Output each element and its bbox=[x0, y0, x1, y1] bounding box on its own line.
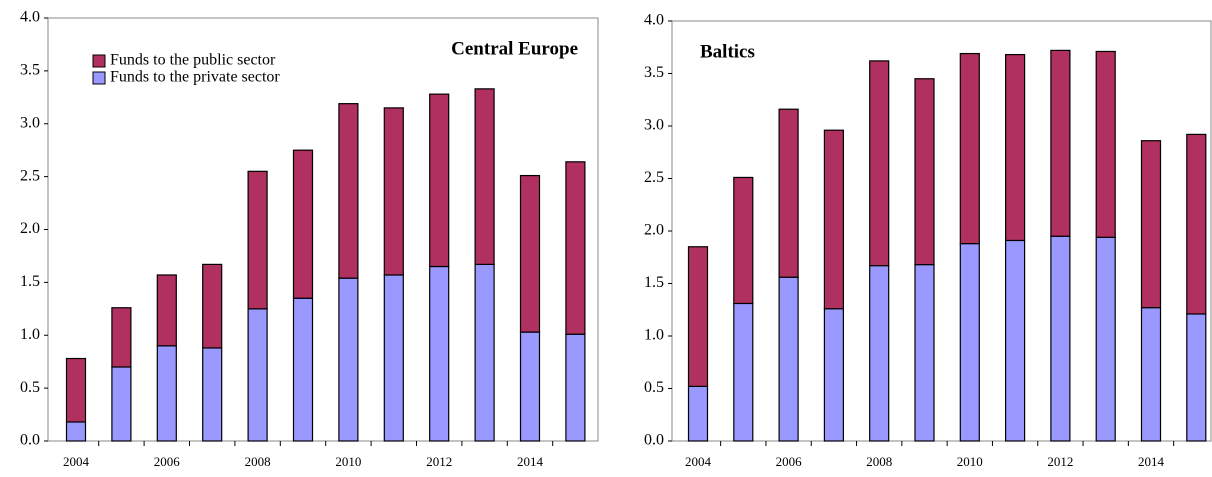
chart-title: Central Europe bbox=[451, 38, 578, 59]
bar-segment bbox=[1004, 239, 1026, 442]
bar-segment bbox=[1095, 236, 1116, 442]
legend-swatch bbox=[92, 54, 106, 68]
bar-segment bbox=[247, 170, 268, 310]
y-tick-label: 2.5 bbox=[644, 169, 664, 186]
bar-segment bbox=[1050, 235, 1071, 442]
bar-segment bbox=[869, 265, 890, 442]
x-tick-label: 2008 bbox=[866, 454, 892, 469]
legend-swatch bbox=[92, 71, 106, 85]
bar-segment bbox=[687, 385, 709, 442]
bar-segment bbox=[914, 264, 935, 442]
bar-segment bbox=[111, 366, 132, 442]
bar-segment bbox=[1050, 49, 1071, 237]
bar-segment bbox=[823, 308, 845, 442]
y-tick-label: 0.0 bbox=[20, 432, 40, 449]
legend-label: Funds to the public sector bbox=[110, 52, 276, 69]
bar-segment bbox=[823, 129, 845, 310]
bar-segment bbox=[474, 263, 495, 442]
x-tick-label: 2014 bbox=[1138, 454, 1165, 469]
bar-segment bbox=[338, 103, 359, 279]
bar-segment bbox=[1186, 133, 1207, 315]
bar-segment bbox=[429, 93, 450, 268]
y-tick-label: 2.0 bbox=[20, 220, 40, 237]
bar-segment bbox=[292, 149, 314, 299]
y-tick-label: 1.5 bbox=[644, 274, 664, 291]
y-tick-label: 3.5 bbox=[644, 64, 664, 81]
bar-segment bbox=[338, 277, 359, 442]
bar-segment bbox=[202, 263, 223, 349]
bar-segment bbox=[914, 78, 935, 266]
y-tick-label: 1.0 bbox=[20, 326, 40, 343]
bar-segment bbox=[1004, 53, 1026, 242]
bar-segment bbox=[519, 174, 541, 333]
y-tick-label: 4.0 bbox=[20, 9, 40, 26]
bar-segment bbox=[733, 302, 754, 442]
bar-segment bbox=[959, 52, 980, 245]
bar-segment bbox=[687, 246, 709, 387]
bar-segment bbox=[156, 274, 177, 347]
y-tick-label: 0.5 bbox=[644, 379, 664, 396]
x-tick-label: 2010 bbox=[957, 454, 983, 469]
x-tick-label: 2004 bbox=[685, 454, 712, 469]
bar-segment bbox=[383, 274, 404, 442]
bar-segment bbox=[565, 333, 586, 442]
bar-segment bbox=[519, 331, 541, 442]
bar-segment bbox=[1140, 307, 1162, 442]
y-tick-label: 4.0 bbox=[644, 12, 664, 29]
y-tick-label: 1.0 bbox=[644, 327, 664, 344]
y-tick-label: 2.5 bbox=[20, 167, 40, 184]
bar-segment bbox=[65, 421, 87, 442]
bar-segment bbox=[429, 265, 450, 442]
x-tick-label: 2008 bbox=[245, 454, 271, 469]
bar-segment bbox=[202, 347, 223, 442]
chart-title: Baltics bbox=[700, 41, 755, 62]
y-tick-label: 0.0 bbox=[644, 432, 664, 449]
bar-segment bbox=[247, 308, 268, 442]
bar-segment bbox=[111, 307, 132, 368]
bar-segment bbox=[156, 345, 177, 442]
bar-segment bbox=[65, 357, 87, 423]
y-tick-label: 2.0 bbox=[644, 222, 664, 239]
bar-segment bbox=[474, 88, 495, 265]
x-tick-label: 2006 bbox=[154, 454, 181, 469]
x-tick-label: 2012 bbox=[426, 454, 452, 469]
x-tick-label: 2012 bbox=[1047, 454, 1073, 469]
bar-segment bbox=[565, 161, 586, 335]
x-tick-label: 2004 bbox=[63, 454, 90, 469]
legend-label: Funds to the private sector bbox=[110, 69, 280, 86]
bar-segment bbox=[383, 107, 404, 276]
bar-segment bbox=[778, 108, 799, 278]
bar-segment bbox=[1186, 313, 1207, 442]
y-tick-label: 3.0 bbox=[20, 114, 40, 131]
x-tick-label: 2006 bbox=[776, 454, 803, 469]
bar-segment bbox=[959, 243, 980, 442]
bar-segment bbox=[733, 176, 754, 305]
y-tick-label: 3.0 bbox=[644, 117, 664, 134]
bar-segment bbox=[1140, 140, 1162, 309]
y-tick-label: 1.5 bbox=[20, 273, 40, 290]
x-tick-label: 2010 bbox=[335, 454, 361, 469]
y-tick-label: 3.5 bbox=[20, 62, 40, 79]
bar-segment bbox=[292, 297, 314, 442]
bar-segment bbox=[778, 276, 799, 442]
x-tick-label: 2014 bbox=[517, 454, 544, 469]
bar-segment bbox=[1095, 50, 1116, 238]
bar-segment bbox=[869, 60, 890, 267]
y-tick-label: 0.5 bbox=[20, 379, 40, 396]
